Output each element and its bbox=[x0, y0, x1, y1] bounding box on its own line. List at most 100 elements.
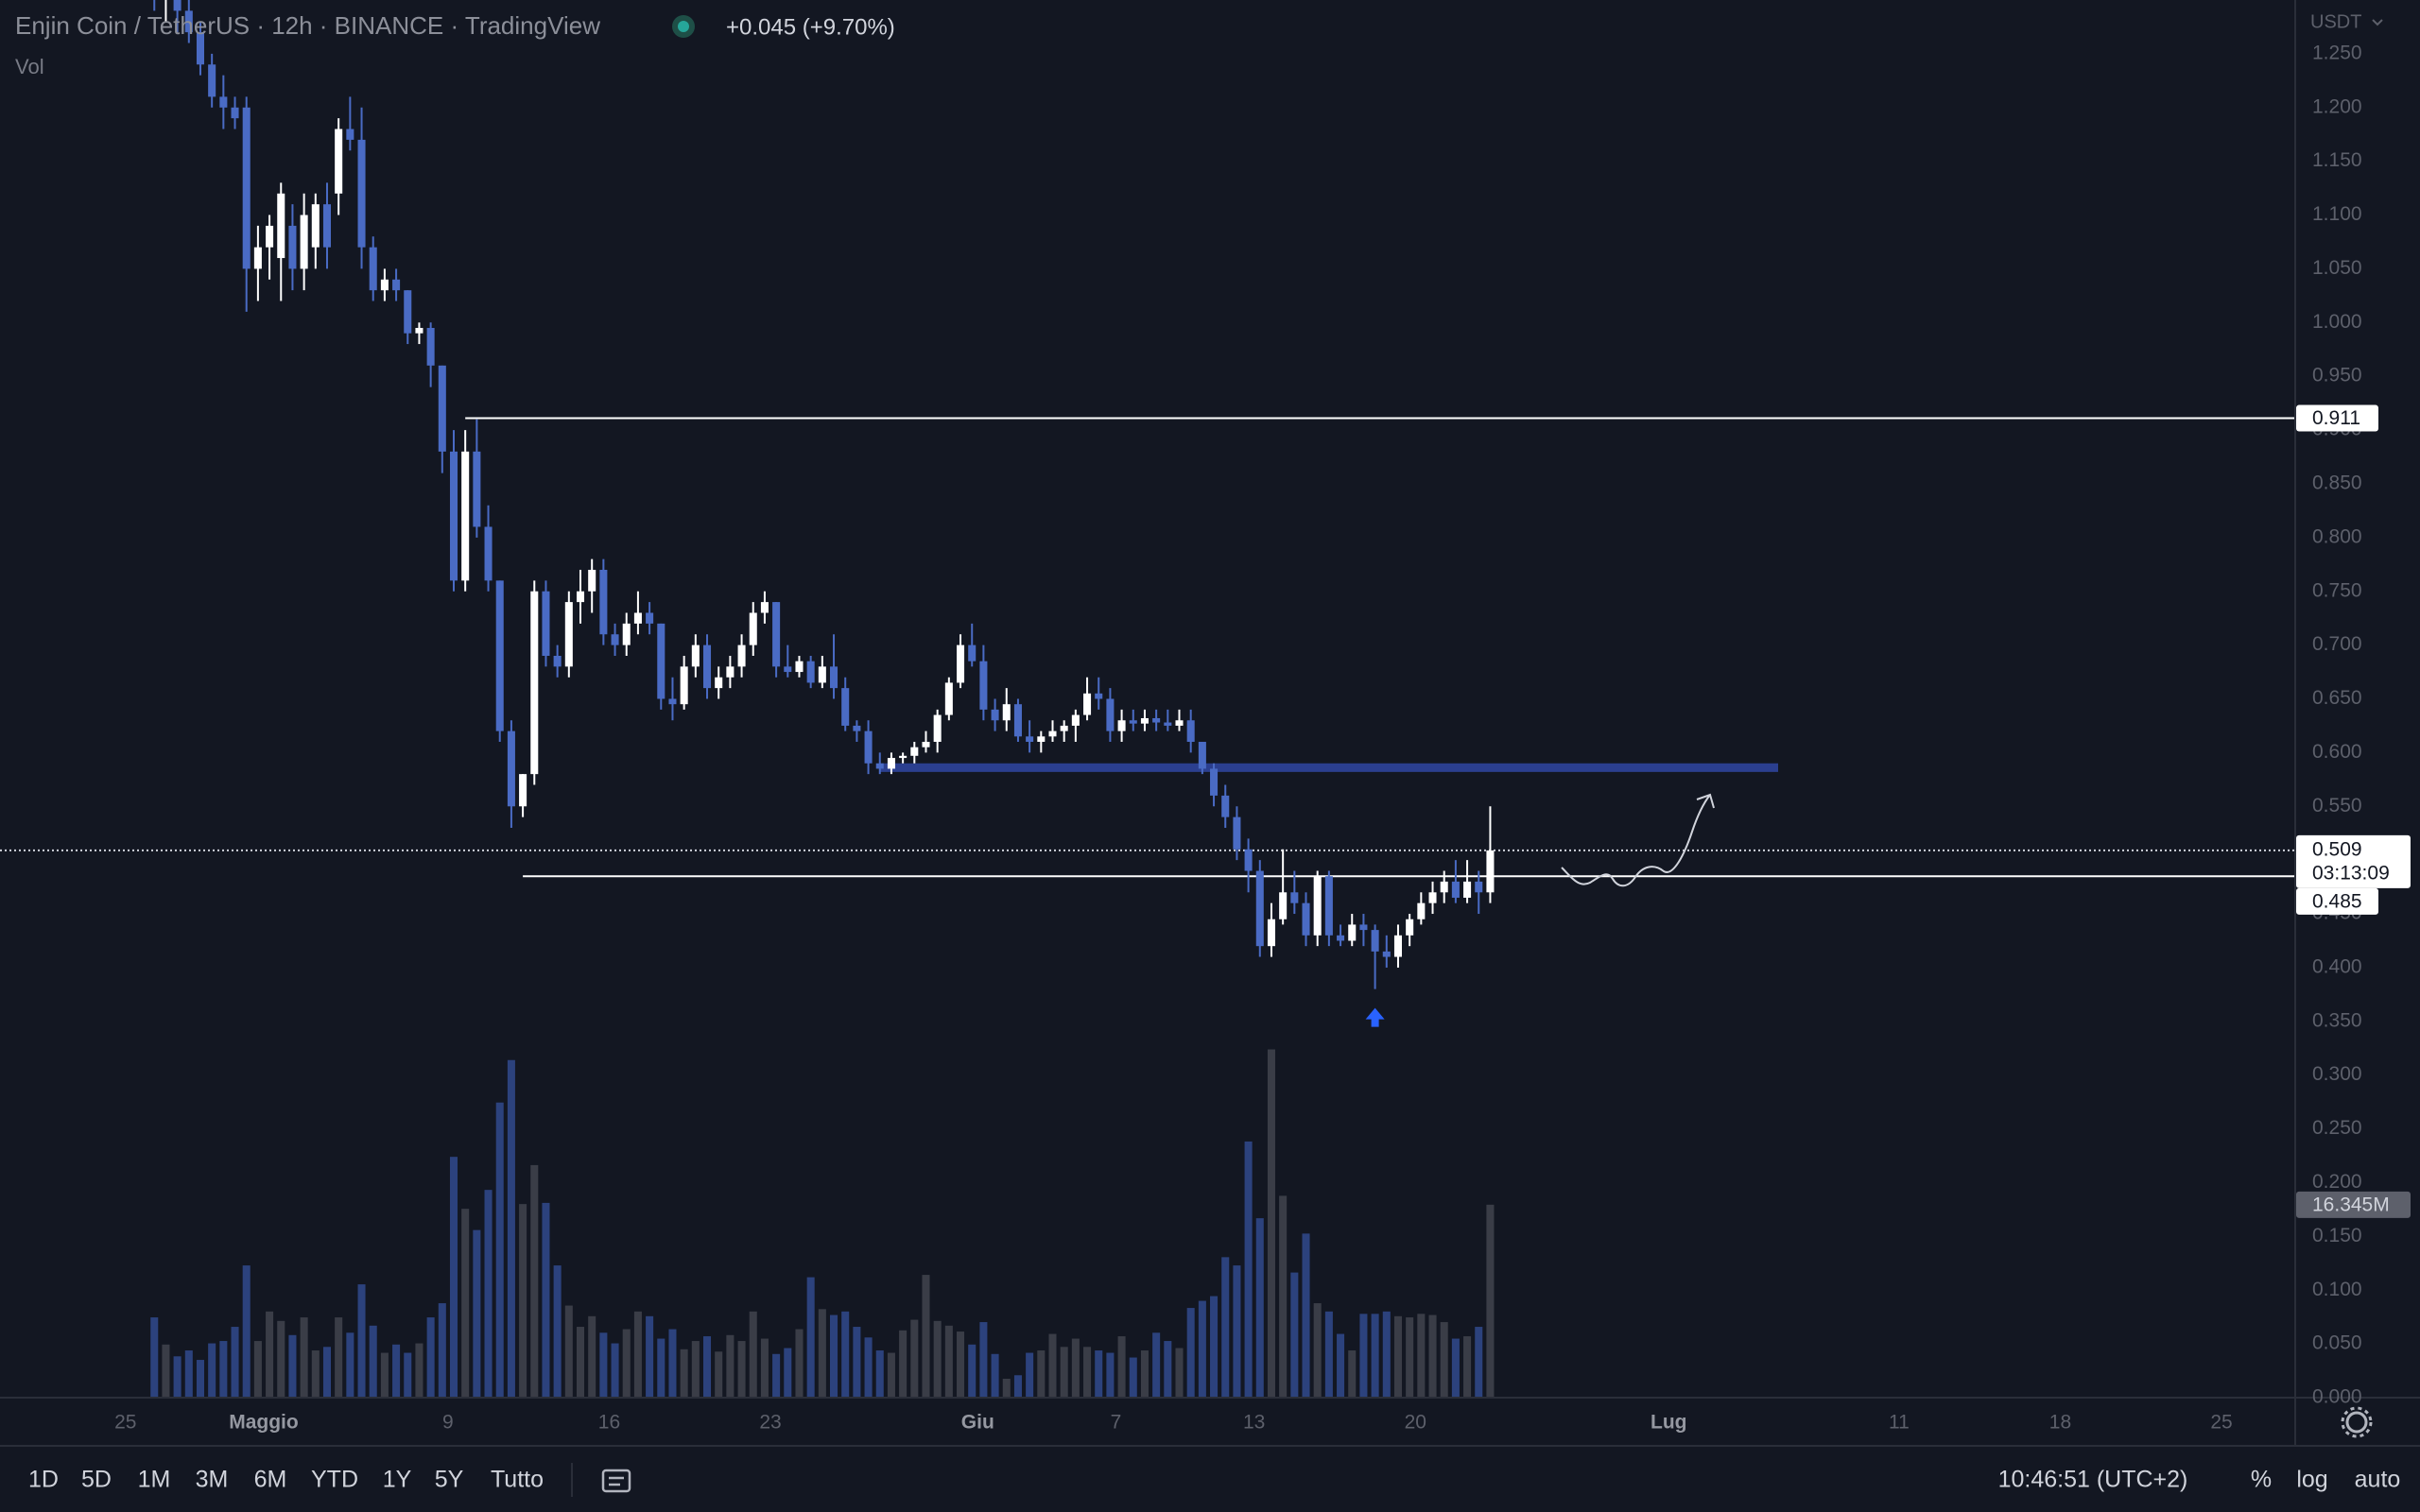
candle-body bbox=[369, 247, 377, 291]
candle-body bbox=[392, 279, 401, 291]
range-button[interactable]: Tutto bbox=[491, 1467, 544, 1493]
candle-body bbox=[576, 591, 585, 603]
candle-body bbox=[968, 644, 977, 662]
level-label: 0.485 bbox=[2312, 890, 2362, 912]
settings-teeth[interactable] bbox=[2341, 1406, 2373, 1438]
volume-bar bbox=[1048, 1333, 1057, 1398]
candle-body bbox=[633, 612, 642, 624]
candle-body bbox=[1393, 935, 1402, 957]
candle-body bbox=[749, 612, 757, 645]
volume-bar bbox=[231, 1327, 239, 1398]
volume-bar bbox=[933, 1320, 942, 1398]
volume-bar bbox=[806, 1277, 815, 1398]
volume-bar bbox=[691, 1341, 700, 1398]
candle-body bbox=[944, 682, 953, 715]
volume-bar bbox=[1324, 1311, 1333, 1398]
volume-bar bbox=[576, 1327, 585, 1398]
range-button[interactable]: 1M bbox=[138, 1467, 171, 1493]
candle-body bbox=[380, 279, 389, 291]
currency[interactable]: USDT bbox=[2310, 11, 2361, 32]
clock[interactable]: 10:46:51 (UTC+2) bbox=[1998, 1467, 2188, 1493]
level-label: 0.911 bbox=[2312, 407, 2360, 429]
scale-option[interactable]: log bbox=[2296, 1467, 2327, 1493]
candle-body bbox=[335, 129, 343, 194]
volume-bar bbox=[1302, 1233, 1310, 1398]
y-tick-label: 0.250 bbox=[2312, 1117, 2362, 1139]
compare-lines[interactable] bbox=[609, 1476, 624, 1486]
candle-body bbox=[875, 763, 884, 769]
volume-bar bbox=[668, 1329, 677, 1398]
candle-body bbox=[599, 569, 608, 635]
volume-bar bbox=[208, 1343, 216, 1398]
volume-bar bbox=[646, 1315, 654, 1398]
volume-bar bbox=[1393, 1315, 1402, 1398]
volume-bar bbox=[564, 1305, 573, 1398]
volume-bar bbox=[277, 1320, 285, 1398]
compare-icon[interactable] bbox=[601, 1469, 631, 1493]
x-tick-label: Giu bbox=[961, 1412, 994, 1434]
candle-body bbox=[1290, 892, 1299, 903]
candle-body bbox=[668, 698, 677, 705]
candle-body bbox=[1475, 881, 1483, 893]
level-box bbox=[2296, 404, 2378, 432]
volume-bar bbox=[979, 1322, 988, 1398]
volume-bar bbox=[1371, 1314, 1379, 1398]
candle-body bbox=[495, 580, 504, 731]
volume-bar bbox=[473, 1229, 481, 1398]
volume-bar bbox=[1417, 1314, 1426, 1398]
x-tick-label: 16 bbox=[598, 1412, 620, 1434]
candle-body bbox=[415, 327, 424, 334]
volume-bar bbox=[887, 1352, 895, 1398]
volume-bar bbox=[311, 1350, 320, 1398]
volume-bar bbox=[1140, 1350, 1149, 1398]
y-tick-label: 1.200 bbox=[2312, 95, 2362, 117]
volume-bar bbox=[968, 1344, 977, 1398]
range-button[interactable]: 6M bbox=[254, 1467, 287, 1493]
candle-body bbox=[611, 634, 619, 645]
volume-bar bbox=[864, 1337, 873, 1398]
candle-body bbox=[979, 661, 988, 710]
volume-bar bbox=[449, 1157, 458, 1398]
candle-body bbox=[530, 591, 539, 775]
scale-option[interactable]: % bbox=[2251, 1467, 2272, 1493]
compare-box[interactable] bbox=[601, 1469, 631, 1493]
volume-bar bbox=[841, 1311, 850, 1398]
volume-bar bbox=[588, 1315, 596, 1398]
candle-body bbox=[1486, 850, 1495, 893]
volume-bar bbox=[266, 1311, 274, 1398]
settings-gear[interactable] bbox=[2345, 1411, 2368, 1434]
settings-icon[interactable] bbox=[2341, 1406, 2373, 1438]
candle-body bbox=[484, 526, 493, 581]
candle-body bbox=[933, 714, 942, 743]
range-button[interactable]: 3M bbox=[196, 1467, 229, 1493]
candle-body bbox=[1255, 870, 1264, 947]
currency-chevron[interactable] bbox=[2372, 19, 2383, 26]
volume-bar bbox=[875, 1350, 884, 1398]
volume-box bbox=[2296, 1191, 2411, 1218]
volume-bar bbox=[899, 1330, 908, 1398]
volume-label: 16.345M bbox=[2312, 1194, 2390, 1215]
candle-body bbox=[300, 215, 308, 269]
candle-body bbox=[1417, 902, 1426, 919]
candle-body bbox=[1210, 768, 1219, 796]
candle-body bbox=[1313, 876, 1322, 936]
signal-arrow bbox=[1365, 1007, 1385, 1027]
volume-bar bbox=[633, 1311, 642, 1398]
range-button[interactable]: 1Y bbox=[383, 1467, 412, 1493]
range-button[interactable]: YTD bbox=[311, 1467, 358, 1493]
volume-bar bbox=[1106, 1352, 1115, 1398]
candle-body bbox=[1406, 919, 1414, 936]
y-tick-label: 0.350 bbox=[2312, 1009, 2362, 1031]
range-button[interactable]: 5D bbox=[81, 1467, 112, 1493]
volume-bar bbox=[369, 1325, 377, 1398]
candle-body bbox=[691, 644, 700, 667]
scale-option[interactable]: auto bbox=[2355, 1467, 2401, 1493]
y-tick-label: 0.800 bbox=[2312, 525, 2362, 547]
x-tick-label: Lug bbox=[1651, 1412, 1686, 1434]
candle-body bbox=[1013, 704, 1022, 737]
candle-body bbox=[1152, 717, 1161, 723]
drawing-arrow-head bbox=[1696, 793, 1715, 809]
range-button[interactable]: 5Y bbox=[435, 1467, 464, 1493]
range-button[interactable]: 1D bbox=[28, 1467, 59, 1493]
